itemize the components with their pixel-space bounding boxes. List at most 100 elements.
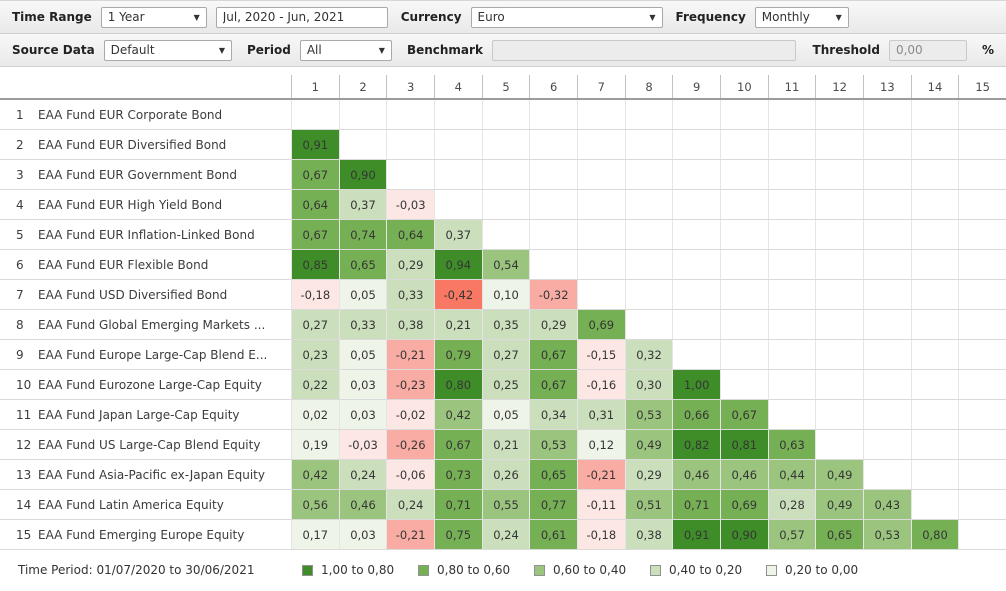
chevron-down-icon: ▼ xyxy=(218,45,225,55)
column-header-13: 13 xyxy=(863,75,911,98)
legend-item: 0,60 to 0,40 xyxy=(534,563,630,577)
matrix-cell: 0,29 xyxy=(386,250,434,279)
frequency-select[interactable]: Monthly ▼ xyxy=(754,6,849,28)
toolbar-primary: Time Range 1 Year ▼ Currency Euro ▼ Freq… xyxy=(0,0,1006,34)
currency-select[interactable]: Euro ▼ xyxy=(470,6,663,28)
matrix-cell-empty xyxy=(767,100,816,129)
column-header-15: 15 xyxy=(958,75,1006,98)
matrix-cell-empty xyxy=(863,340,911,369)
legend-swatch-icon xyxy=(534,564,545,576)
matrix-cell-empty xyxy=(767,160,816,189)
matrix-cell: -0,21 xyxy=(386,340,434,369)
matrix-cell: 0,67 xyxy=(720,400,768,429)
matrix-cell: 0,81 xyxy=(720,430,768,459)
matrix-cell-empty xyxy=(958,190,1006,219)
matrix-cell-empty xyxy=(624,220,673,249)
matrix-cell: 0,24 xyxy=(338,460,387,489)
matrix-cell-empty xyxy=(863,160,911,189)
matrix-cell-empty xyxy=(910,340,959,369)
matrix-cell: 0,24 xyxy=(481,520,530,549)
matrix-cell: 0,91 xyxy=(672,520,720,549)
matrix-cell-empty xyxy=(291,100,339,129)
date-range-input[interactable] xyxy=(215,6,388,28)
row-number: 5 xyxy=(16,227,24,242)
matrix-cell-empty xyxy=(720,310,768,339)
matrix-cell-empty xyxy=(720,340,768,369)
matrix-cell: -0,21 xyxy=(577,460,625,489)
fund-name-label: EAA Fund EUR Corporate Bond xyxy=(38,107,223,122)
matrix-cell-empty xyxy=(815,370,863,399)
matrix-cell: -0,03 xyxy=(338,430,387,459)
matrix-row-14: 14 EAA Fund Latin America Equity 0,56 0,46 0… xyxy=(0,490,1006,520)
threshold-input[interactable] xyxy=(888,39,967,61)
matrix-cell: 0,12 xyxy=(577,430,625,459)
matrix-corner-cell xyxy=(0,75,291,98)
column-header-4: 4 xyxy=(434,75,482,98)
matrix-cell: 0,37 xyxy=(434,220,482,249)
matrix-cell-empty xyxy=(720,190,768,219)
matrix-cell-empty xyxy=(720,100,768,129)
matrix-row-11: 11 EAA Fund Japan Large-Cap Equity 0,02 0,0… xyxy=(0,400,1006,430)
benchmark-input[interactable] xyxy=(491,39,796,61)
matrix-cell-empty xyxy=(815,250,863,279)
matrix-cell-empty xyxy=(672,310,720,339)
fund-name-label: EAA Fund Eurozone Large-Cap Equity xyxy=(38,377,262,392)
time-range-label: Time Range xyxy=(12,10,92,24)
fund-name-label: EAA Fund EUR Inflation-Linked Bond xyxy=(38,227,255,242)
row-number: 6 xyxy=(16,257,24,272)
matrix-cell: -0,32 xyxy=(529,280,577,309)
row-number: 8 xyxy=(16,317,24,332)
source-data-select[interactable]: Default ▼ xyxy=(103,39,232,61)
matrix-cell-empty xyxy=(958,130,1006,159)
matrix-cell-empty xyxy=(529,160,577,189)
fund-name-label: EAA Fund US Large-Cap Blend Equity xyxy=(38,437,261,452)
row-number: 2 xyxy=(16,137,24,152)
frequency-label: Frequency xyxy=(675,10,746,24)
matrix-cell-empty xyxy=(624,160,673,189)
matrix-cell-empty xyxy=(815,340,863,369)
matrix-cell: 0,94 xyxy=(434,250,482,279)
matrix-cell-empty xyxy=(767,220,816,249)
matrix-cell: 0,03 xyxy=(338,370,387,399)
correlation-matrix: 1 2 3 4 5 6 7 8 9 10 11 12 13 14 15 1 EAA Fund EUR Corp… xyxy=(0,75,1006,550)
fund-name-label: EAA Fund EUR High Yield Bond xyxy=(38,197,223,212)
matrix-cell-empty xyxy=(386,160,434,189)
currency-label: Currency xyxy=(400,10,462,24)
time-range-select[interactable]: 1 Year ▼ xyxy=(100,6,207,28)
period-select[interactable]: All ▼ xyxy=(299,39,392,61)
row-number: 13 xyxy=(16,467,32,482)
matrix-cell: 0,44 xyxy=(767,460,816,489)
matrix-row-9: 9 EAA Fund Europe Large-Cap Blend E... 0,2… xyxy=(0,340,1006,370)
matrix-cell-empty xyxy=(529,220,577,249)
matrix-cell: 0,31 xyxy=(577,400,625,429)
matrix-cell-empty xyxy=(481,130,530,159)
matrix-cell-empty xyxy=(910,130,959,159)
matrix-cell: 0,03 xyxy=(338,520,387,549)
legend-label: 0,80 to 0,60 xyxy=(437,563,511,577)
matrix-cell-empty xyxy=(577,130,625,159)
chevron-down-icon: ▼ xyxy=(193,12,200,22)
matrix-cell-empty xyxy=(577,220,625,249)
row-number: 9 xyxy=(16,347,24,362)
matrix-cell: 0,65 xyxy=(815,520,863,549)
matrix-cell-empty xyxy=(863,400,911,429)
matrix-cell-empty xyxy=(863,130,911,159)
matrix-cell: 0,77 xyxy=(529,490,577,519)
matrix-cell-empty xyxy=(958,490,1006,519)
column-header-10: 10 xyxy=(720,75,768,98)
matrix-cell-empty xyxy=(720,130,768,159)
matrix-cell-empty xyxy=(720,280,768,309)
matrix-row-1: 1 EAA Fund EUR Corporate Bond xyxy=(0,100,1006,130)
matrix-cell-empty xyxy=(434,130,482,159)
matrix-cell: 0,19 xyxy=(291,430,339,459)
matrix-cell-empty xyxy=(910,250,959,279)
matrix-cell-empty xyxy=(910,490,959,519)
matrix-cell-empty xyxy=(529,100,577,129)
fund-name-label: EAA Fund Asia-Pacific ex-Japan Equity xyxy=(38,467,265,482)
matrix-cell: 0,30 xyxy=(624,370,673,399)
fund-name-label: EAA Fund EUR Diversified Bond xyxy=(38,137,227,152)
matrix-cell-empty xyxy=(958,160,1006,189)
matrix-cell-empty xyxy=(672,340,720,369)
matrix-cell: -0,16 xyxy=(577,370,625,399)
matrix-cell: 0,90 xyxy=(720,520,768,549)
